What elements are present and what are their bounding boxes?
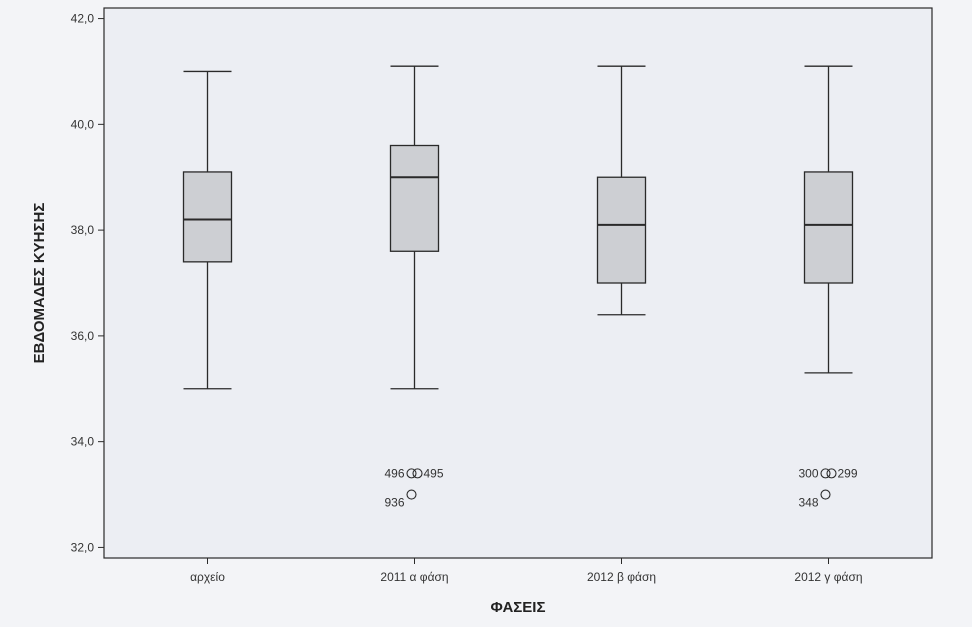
plot-area (103, 7, 933, 559)
x-axis: αρχείο 2011 α φάση 2012 β φάση 2012 γ φάση (190, 558, 863, 584)
outlier-point (820, 468, 831, 479)
y-tick-label: 36,0 (71, 329, 95, 343)
outlier-label: 495 (424, 466, 444, 480)
y-axis-title: ΕΒΔΟΜΑΔΕΣ ΚΥΗΣΗΣ (31, 203, 48, 364)
box-3 (596, 65, 647, 316)
outlier-point (826, 468, 837, 479)
outlier-label: 496 (384, 466, 404, 480)
outlier-point (406, 468, 417, 479)
x-tick-label: 2012 β φάση (587, 570, 656, 584)
outlier-label: 936 (384, 496, 404, 510)
x-tick-label: 2011 α φάση (380, 570, 448, 584)
outlier-label: 300 (798, 466, 818, 480)
interquartile-box (389, 144, 440, 252)
box-4: 300 299 348 (798, 65, 858, 510)
outlier-point (406, 489, 417, 500)
outlier-label: 299 (838, 466, 858, 480)
outlier-point (820, 489, 831, 500)
y-axis: 32,0 34,0 36,0 38,0 40,0 42,0 (71, 12, 104, 554)
y-tick-label: 40,0 (71, 117, 95, 131)
y-tick-label: 32,0 (71, 540, 95, 554)
y-tick-label: 38,0 (71, 223, 95, 237)
x-tick-label: 2012 γ φάση (794, 570, 862, 584)
x-tick-label: αρχείο (190, 570, 225, 584)
interquartile-box (803, 171, 854, 284)
x-axis-title: ΦΑΣΕΙΣ (491, 599, 546, 616)
y-tick-label: 42,0 (71, 12, 95, 26)
outlier-label: 348 (798, 496, 818, 510)
outlier-point (412, 468, 423, 479)
interquartile-box (596, 176, 647, 284)
box-1 (182, 70, 233, 390)
interquartile-box (182, 171, 233, 263)
y-tick-label: 34,0 (71, 435, 95, 449)
box-2: 496 495 936 (384, 65, 444, 510)
box-series: 496 495 936 300 299 348 (182, 65, 858, 510)
